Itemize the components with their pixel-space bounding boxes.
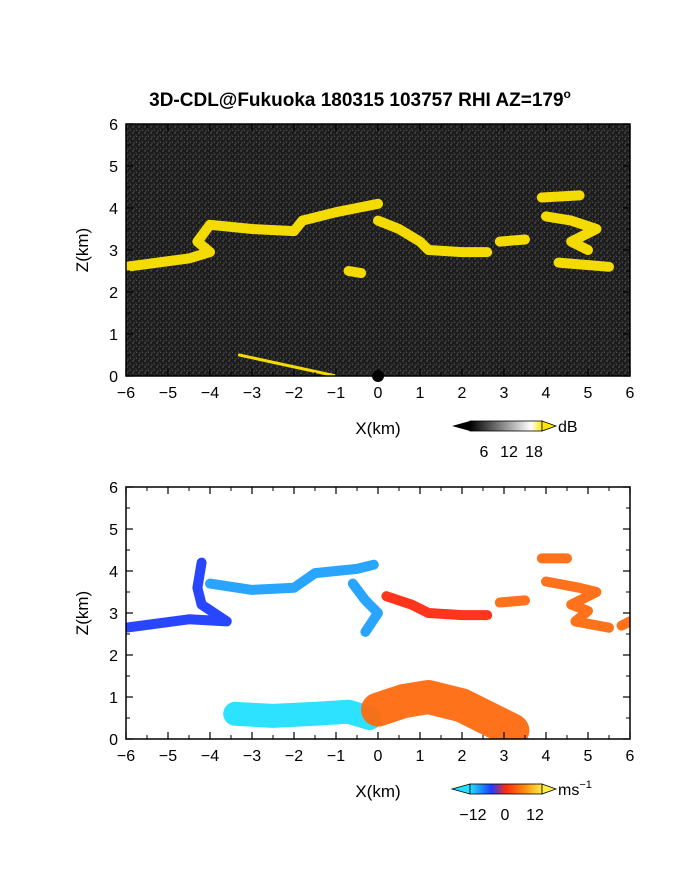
x-tick-label: −2 — [285, 385, 303, 402]
y-tick-label: 0 — [109, 732, 118, 749]
cloud-patch — [343, 266, 367, 279]
x-tick-label: 2 — [458, 748, 467, 765]
colorbar-tick-label: −12 — [459, 807, 486, 824]
velocity-layer — [616, 616, 630, 631]
y-axis-label: Z(km) — [73, 591, 92, 635]
y-tick-label: 2 — [109, 648, 118, 665]
y-tick-label: 1 — [109, 690, 118, 707]
x-tick-label: −5 — [159, 385, 177, 402]
colorbar-tick-label: 6 — [480, 444, 489, 461]
x-tick-label: 4 — [542, 385, 551, 402]
low-level-echo — [178, 316, 578, 376]
y-tick-label: 5 — [109, 159, 118, 176]
chart-title: 3D-CDL@Fukuoka 180315 103757 RHI AZ=179o — [149, 87, 571, 111]
cloud-patch — [536, 190, 585, 203]
colorbar-tick-label: 18 — [525, 444, 543, 461]
x-tick-label: −2 — [285, 748, 303, 765]
x-tick-label: −6 — [117, 748, 135, 765]
colorbar-tick-label: 0 — [501, 807, 510, 824]
x-tick-label: −1 — [327, 748, 345, 765]
x-tick-label: 1 — [416, 385, 425, 402]
x-tick-label: 3 — [500, 748, 509, 765]
colorbar-unit: dB — [558, 419, 578, 436]
y-tick-label: 6 — [109, 480, 118, 497]
cloud-layer — [126, 198, 383, 272]
velocity-layer — [205, 559, 379, 595]
cloud-patch — [494, 234, 530, 247]
velocity-layer — [541, 576, 614, 633]
colorbar-unit: ms−1 — [558, 779, 592, 799]
x-tick-label: −3 — [243, 748, 261, 765]
y-tick-label: 0 — [109, 369, 118, 386]
y-tick-label: 4 — [109, 201, 118, 218]
colorbar: dB 6 12 18 — [452, 419, 578, 461]
x-tick-label: 5 — [584, 385, 593, 402]
y-tick-label: 4 — [109, 564, 118, 581]
velocity-layer — [494, 595, 530, 608]
low-level-negative — [223, 699, 382, 730]
cloud-patch — [541, 211, 602, 255]
x-tick-label: 4 — [542, 748, 551, 765]
velocity-layer — [347, 578, 383, 637]
x-tick-label: −3 — [243, 385, 261, 402]
x-axis-label: X(km) — [355, 782, 400, 801]
x-tick-label: −4 — [201, 385, 219, 402]
colorbar-tick-label: 12 — [526, 807, 544, 824]
cloud-patch — [553, 257, 614, 272]
x-tick-label: 0 — [374, 748, 383, 765]
y-tick-label: 2 — [109, 285, 118, 302]
velocity-layer — [126, 557, 232, 633]
colorbar-tick-label: 12 — [500, 444, 518, 461]
x-tick-label: 5 — [584, 748, 593, 765]
x-tick-label: 3 — [500, 385, 509, 402]
x-axis-label: X(km) — [355, 419, 400, 438]
colorbar: ms−1 −12 0 12 — [450, 779, 592, 824]
cloud-layer — [373, 215, 493, 258]
x-tick-label: 1 — [416, 748, 425, 765]
x-tick-label: 0 — [374, 385, 383, 402]
y-tick-label: 5 — [109, 522, 118, 539]
x-tick-label: −6 — [117, 385, 135, 402]
y-tick-label: 3 — [109, 606, 118, 623]
x-tick-label: −1 — [327, 385, 345, 402]
surface-line — [237, 353, 338, 376]
x-tick-label: 6 — [626, 748, 635, 765]
y-tick-label: 3 — [109, 243, 118, 260]
y-axis-label: Z(km) — [73, 228, 92, 272]
x-tick-label: 6 — [626, 385, 635, 402]
x-tick-label: 2 — [458, 385, 467, 402]
y-tick-label: 1 — [109, 327, 118, 344]
y-tick-label: 6 — [109, 117, 118, 134]
x-tick-label: −4 — [201, 748, 219, 765]
x-tick-label: −5 — [159, 748, 177, 765]
instrument-marker — [372, 370, 384, 382]
low-level-positive — [361, 680, 530, 739]
velocity-layer — [381, 591, 493, 621]
